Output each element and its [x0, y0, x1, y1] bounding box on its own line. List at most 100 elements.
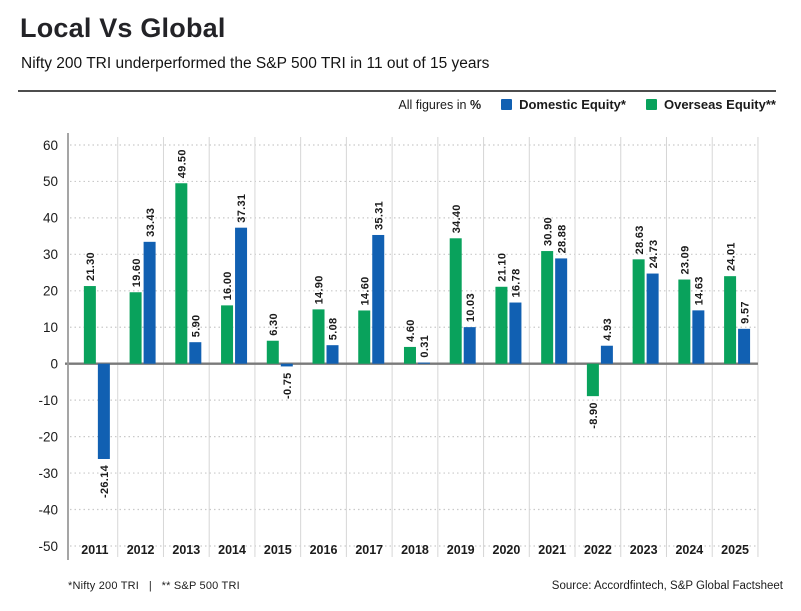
bar-2023-domestic	[646, 273, 659, 364]
bar-2024-domestic	[692, 310, 705, 364]
value-label: 49.50	[177, 149, 189, 178]
value-label: 16.78	[511, 268, 523, 297]
value-label: 14.60	[359, 276, 371, 305]
x-tick-label: 2022	[584, 543, 612, 557]
y-tick-label: 30	[43, 247, 58, 262]
bar-2023-overseas	[632, 259, 645, 364]
figures-note-text: All figures in	[398, 97, 467, 112]
value-label: 6.30	[268, 313, 280, 336]
y-tick-label: -10	[38, 393, 58, 408]
bar-2021-overseas	[541, 251, 554, 364]
page-title: Local Vs Global	[20, 13, 226, 43]
value-label: 28.63	[634, 225, 646, 254]
bar-2024-overseas	[678, 279, 691, 364]
value-label: 5.08	[328, 318, 340, 341]
bar-2014-domestic	[235, 227, 248, 364]
x-tick-label: 2014	[218, 543, 246, 557]
x-tick-label: 2024	[675, 543, 703, 557]
value-label: 33.43	[145, 208, 157, 237]
bar-2025-overseas	[724, 276, 737, 364]
value-label: 19.60	[131, 258, 143, 287]
figures-note-unit: %	[469, 97, 482, 112]
x-tick-label: 2011	[81, 543, 108, 557]
bar-2018-overseas	[403, 346, 416, 364]
page-subtitle: Nifty 200 TRI underperformed the S&P 500…	[21, 55, 490, 72]
x-tick-label: 2019	[447, 543, 475, 557]
x-tick-label: 2016	[310, 543, 338, 557]
legend-swatch-domestic-icon	[501, 99, 513, 110]
bar-2019-domestic	[463, 327, 476, 364]
y-tick-label: -20	[38, 429, 58, 444]
value-label: 30.90	[542, 217, 554, 246]
bar-2014-overseas	[221, 305, 234, 364]
value-label: 24.73	[648, 240, 660, 269]
source-credit: Source: Accordfintech, S&P Global Factsh…	[551, 580, 783, 592]
value-label: -8.90	[588, 402, 600, 429]
bar-2015-domestic	[280, 363, 293, 367]
bar-2012-overseas	[129, 292, 142, 364]
bar-2020-overseas	[495, 286, 508, 364]
chart-legend: All figures in % Domestic Equity* Overse…	[398, 97, 776, 112]
y-tick-label: -50	[38, 539, 58, 554]
bar-2011-domestic	[97, 363, 110, 459]
x-tick-label: 2020	[493, 543, 521, 557]
legend-item-domestic: Domestic Equity*	[501, 97, 626, 112]
value-label: 28.88	[556, 224, 568, 253]
value-label: 4.93	[602, 318, 614, 341]
value-label: 35.31	[373, 201, 385, 230]
value-label: 34.40	[451, 204, 463, 233]
footnote: *Nifty 200 TRI | ** S&P 500 TRI	[68, 580, 240, 592]
bar-2022-overseas	[586, 363, 599, 397]
y-tick-label: 60	[43, 138, 58, 153]
bar-2016-domestic	[326, 345, 339, 364]
legend-label-domestic: Domestic Equity*	[519, 97, 626, 112]
bar-2025-domestic	[738, 328, 751, 364]
value-label: 24.01	[725, 242, 737, 271]
bar-2016-overseas	[312, 309, 325, 364]
value-label: 14.90	[314, 275, 326, 304]
bar-2015-overseas	[266, 340, 279, 364]
x-tick-label: 2013	[172, 543, 200, 557]
y-tick-label: -30	[38, 466, 58, 481]
x-tick-label: 2012	[127, 543, 155, 557]
value-label: 10.03	[465, 293, 477, 322]
legend-swatch-overseas-icon	[645, 99, 657, 110]
bar-2019-overseas	[449, 238, 462, 364]
bar-2020-domestic	[509, 302, 522, 364]
bar-2022-domestic	[600, 345, 613, 364]
y-tick-label: 20	[43, 284, 58, 299]
x-tick-label: 2021	[538, 543, 566, 557]
value-label: 14.63	[694, 276, 706, 305]
x-tick-label: 2023	[630, 543, 658, 557]
y-tick-label: 0	[50, 357, 58, 372]
legend-item-overseas: Overseas Equity**	[645, 97, 776, 112]
value-label: 37.31	[236, 194, 248, 223]
x-tick-label: 2025	[721, 543, 749, 557]
y-tick-label: 10	[43, 320, 58, 335]
value-label: 4.60	[405, 319, 417, 342]
value-label: 9.57	[739, 301, 751, 324]
bar-2018-domestic	[417, 362, 430, 364]
value-label: 16.00	[222, 271, 234, 300]
y-tick-label: 50	[43, 174, 58, 189]
value-label: -26.14	[99, 464, 111, 498]
x-tick-label: 2015	[264, 543, 292, 557]
bar-2013-domestic	[189, 342, 202, 364]
bar-2021-domestic	[555, 258, 568, 364]
header-divider	[18, 90, 776, 92]
y-tick-label: -40	[38, 502, 58, 517]
bar-2012-domestic	[143, 241, 156, 364]
value-label: 5.90	[191, 315, 203, 338]
legend-label-overseas: Overseas Equity**	[663, 97, 776, 112]
value-label: -0.75	[282, 372, 294, 399]
value-label: 0.31	[419, 335, 431, 358]
value-label: 23.09	[680, 245, 692, 274]
bar-2011-overseas	[83, 286, 96, 364]
x-tick-label: 2018	[401, 543, 429, 557]
x-tick-label: 2017	[355, 543, 383, 557]
bar-2013-overseas	[175, 183, 188, 364]
y-tick-label: 40	[43, 211, 58, 226]
bar-2017-domestic	[372, 234, 385, 364]
